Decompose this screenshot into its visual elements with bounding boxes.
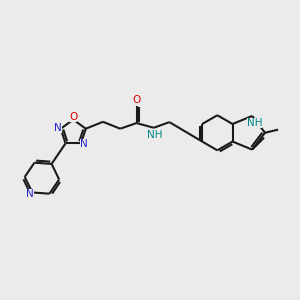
Text: N: N	[26, 189, 34, 199]
Text: NH: NH	[247, 118, 262, 128]
Text: NH: NH	[147, 130, 162, 140]
Text: O: O	[69, 112, 77, 122]
Text: N: N	[80, 139, 87, 149]
Text: N: N	[54, 123, 62, 133]
Text: O: O	[132, 95, 141, 105]
